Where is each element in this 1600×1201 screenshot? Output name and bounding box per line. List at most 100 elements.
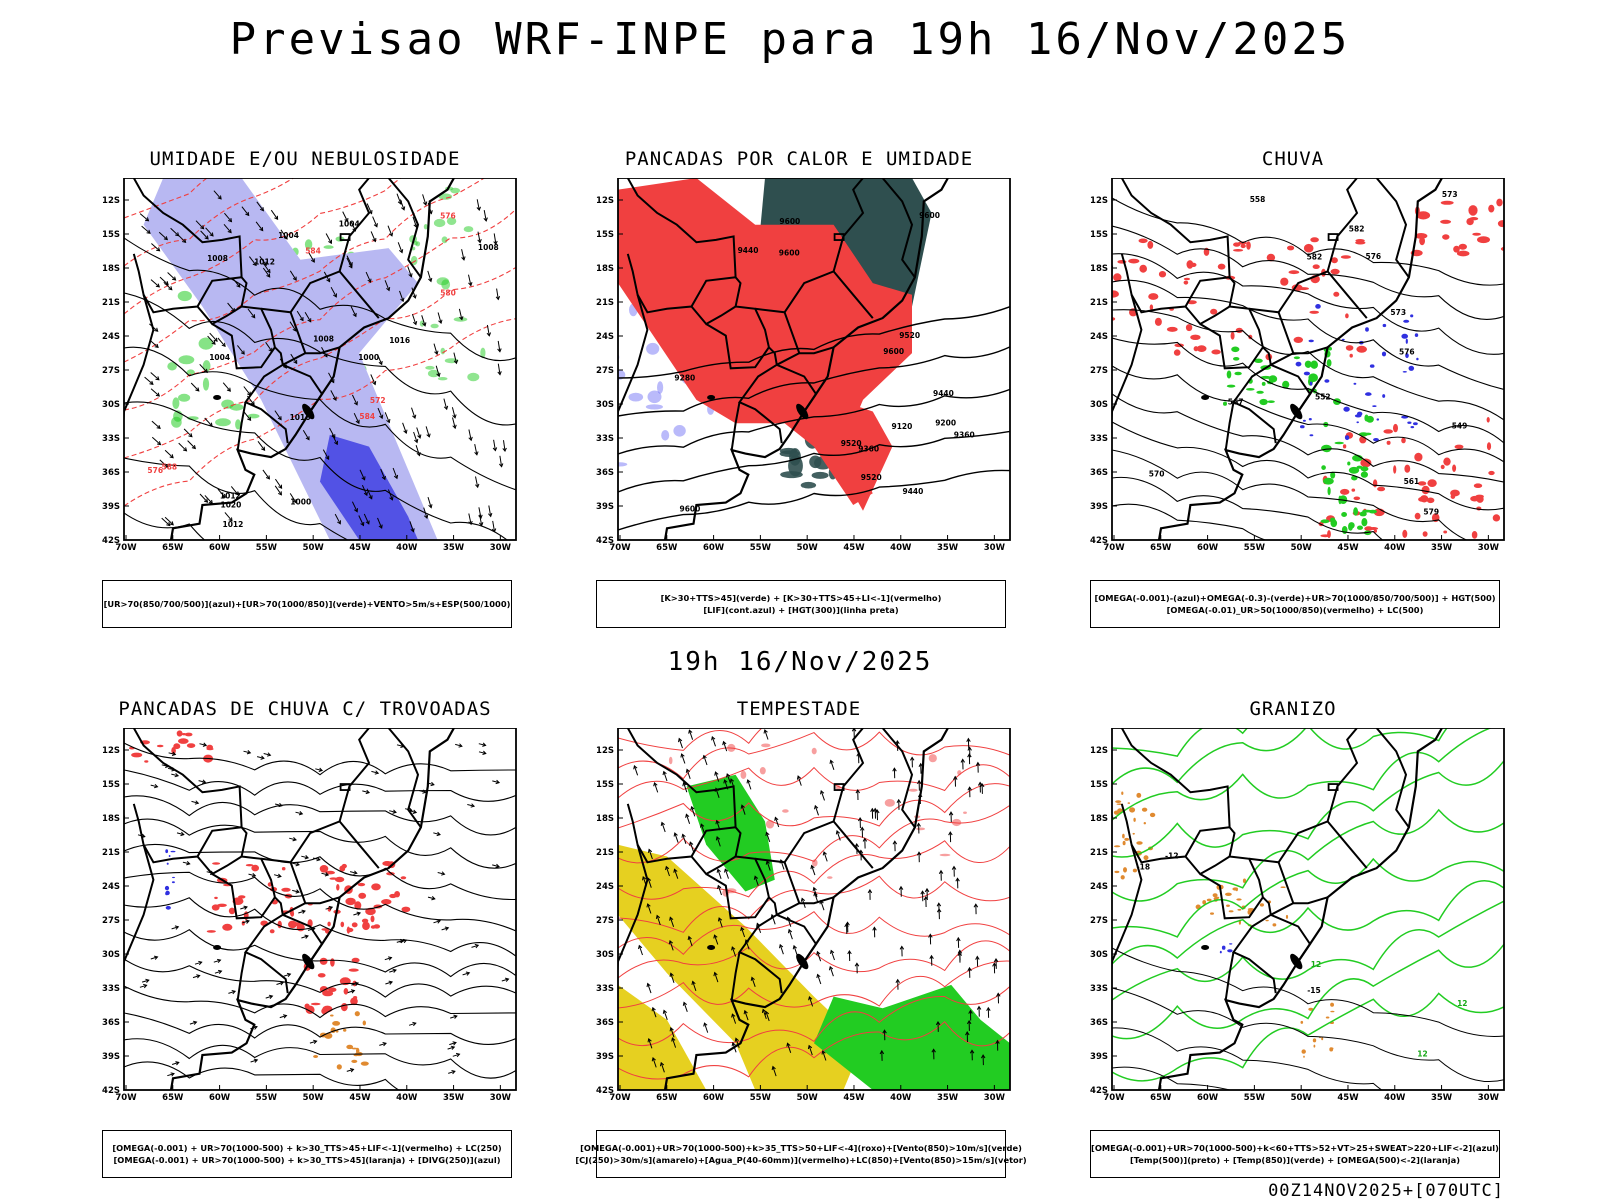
panel-title: PANCADAS POR CALOR E UMIDADE	[584, 148, 1014, 170]
thunderstorm-red	[217, 904, 227, 907]
precipitable-water	[782, 809, 789, 813]
omega-500-orange	[1124, 838, 1129, 841]
lat-tick-label: 18S	[102, 814, 120, 824]
lat-tick-label: 12S	[596, 746, 614, 756]
lon-tick-label: 30W	[984, 543, 1006, 553]
hgt-500-contour	[1112, 394, 1504, 482]
thunderstorm-red	[336, 884, 339, 891]
divergence-blue	[166, 906, 171, 910]
precipitable-water	[741, 771, 747, 779]
lon-tick-label: 70W	[115, 543, 137, 553]
thunderstorm-orange	[351, 1048, 357, 1050]
divergence-blue	[171, 851, 176, 853]
omega-500-orange	[1232, 887, 1238, 890]
rain-omega-ur	[1443, 458, 1450, 466]
rain-omega-ur	[1475, 495, 1484, 499]
omega-500-orange	[1273, 923, 1277, 926]
streamline-250	[124, 986, 516, 1018]
country-border	[198, 857, 242, 875]
rain-omega-ur	[1287, 246, 1294, 251]
thunderstorm-red	[374, 924, 381, 928]
contour-value-label: 584	[305, 247, 321, 256]
divergence-blue	[172, 877, 175, 878]
lat-tick-label: 30S	[1090, 400, 1108, 410]
wind-vector	[205, 495, 212, 503]
lon-tick-label: 40W	[396, 1093, 418, 1103]
lat-tick-label: 27S	[1090, 916, 1108, 926]
contour-value-label: 9520	[861, 473, 882, 482]
lon-tick-label: 40W	[1384, 543, 1406, 553]
rain-omega-ur	[1442, 234, 1449, 239]
lon-tick-label: 65W	[656, 543, 678, 553]
precipitable-water	[827, 876, 832, 879]
lon-tick-label: 45W	[843, 1093, 865, 1103]
forecast-time-label: 19h 16/Nov/2025	[0, 647, 1600, 677]
rain-omega-strong	[1259, 399, 1267, 405]
lifted-index-contour	[629, 393, 644, 402]
rain-omega-ur	[1414, 453, 1422, 462]
rain-omega-ur	[1309, 311, 1319, 314]
hgt-500-contour	[1112, 254, 1504, 355]
omega-500-orange	[1122, 834, 1125, 839]
lon-tick-label: 55W	[1244, 1093, 1266, 1103]
rain-omega-ur	[1393, 424, 1398, 432]
streamline-850	[618, 728, 1010, 750]
lat-tick-label: 24S	[596, 332, 614, 342]
omega-500-orange	[1321, 1037, 1323, 1040]
contour-value-label: 12	[1417, 1050, 1427, 1059]
omega-500-orange	[1302, 1049, 1306, 1053]
lat-tick-label: 18S	[102, 264, 120, 274]
streamline-850	[618, 765, 1010, 798]
temp-850-contour	[1112, 728, 1504, 756]
omega-500-orange	[1121, 875, 1125, 879]
rain-omega-weak	[1403, 371, 1407, 373]
rain-omega-strong	[1294, 356, 1300, 359]
lat-tick-label: 15S	[596, 230, 614, 240]
thunderstorm-red	[214, 897, 218, 899]
omega-500-orange	[1281, 886, 1286, 888]
lon-tick-label: 60W	[1197, 1093, 1219, 1103]
lat-tick-label: 24S	[102, 332, 120, 342]
thunderstorm-red	[358, 883, 365, 886]
lon-tick-label: 60W	[703, 1093, 725, 1103]
contour-value-label: 1000	[290, 498, 311, 507]
omega-500-orange	[1225, 893, 1232, 896]
rain-omega-weak	[1365, 327, 1369, 331]
country-border	[134, 804, 242, 862]
rain-omega-ur	[1174, 349, 1181, 355]
thunderstorm-red	[238, 895, 245, 898]
rain-omega-ur	[1246, 241, 1251, 250]
rain-omega-ur	[1383, 429, 1393, 433]
rain-omega-ur	[1241, 244, 1246, 248]
humidity-low-levels	[464, 226, 474, 232]
lon-tick-label: 55W	[750, 543, 772, 553]
country-border	[1293, 897, 1327, 903]
rain-omega-strong	[1349, 467, 1359, 474]
rain-omega-ur	[1427, 479, 1436, 487]
lat-tick-label: 36S	[596, 1018, 614, 1028]
contour-value-label: 9520	[899, 331, 920, 340]
wind-vector	[145, 377, 153, 384]
thunderstorm-red	[131, 753, 142, 758]
streamline-250	[124, 1039, 516, 1078]
rain-omega-ur	[1139, 239, 1148, 244]
lat-tick-label: 12S	[102, 746, 120, 756]
lon-tick-label: 70W	[1103, 1093, 1125, 1103]
lifted-index-contour	[661, 430, 669, 441]
lon-tick-label: 35W	[1431, 1093, 1453, 1103]
thunderstorm-red	[371, 883, 381, 890]
rain-omega-ur	[1487, 442, 1491, 450]
map-svg: 5825765735705675615585525495795765825731…	[1078, 178, 1508, 568]
rain-omega-strong	[1365, 433, 1372, 436]
lon-tick-label: 30W	[1478, 1093, 1500, 1103]
humidity-low-levels	[438, 377, 448, 380]
panel-legend: [OMEGA(-0.001)-(azul)+OMEGA(-0.3)-(verde…	[1090, 580, 1500, 628]
rain-omega-strong	[1361, 466, 1369, 471]
rain-omega-strong	[1234, 372, 1241, 376]
rain-omega-weak	[1315, 304, 1321, 309]
